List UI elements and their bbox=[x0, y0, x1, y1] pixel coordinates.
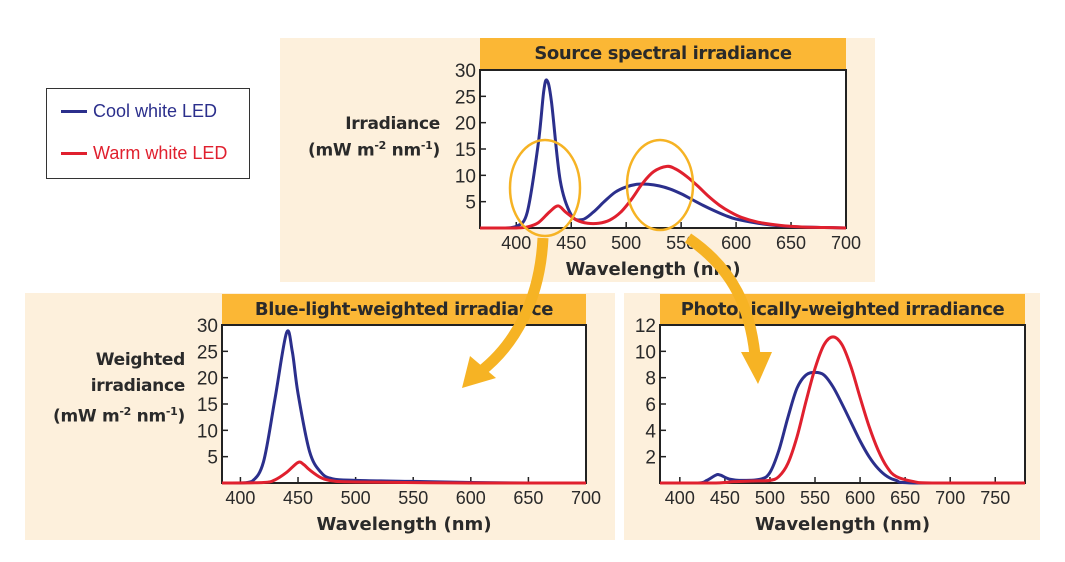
y-tick-label: 25 bbox=[197, 342, 218, 363]
x-tick-label: 400 bbox=[225, 488, 255, 508]
plot-area bbox=[479, 69, 847, 229]
y-tick-label: 6 bbox=[645, 395, 656, 416]
series-line-warm bbox=[659, 335, 1025, 485]
unit-sup-b: -1 bbox=[165, 405, 178, 418]
series-line-warm bbox=[480, 164, 847, 230]
x-tick-label: 500 bbox=[611, 233, 641, 253]
y-tick-label: 8 bbox=[645, 369, 656, 390]
y-tick-label: 5 bbox=[465, 193, 476, 214]
x-tick-label: 600 bbox=[721, 233, 751, 253]
x-tick-label: 650 bbox=[513, 488, 543, 508]
y-tick-label: 10 bbox=[455, 166, 476, 187]
unit-sup-b: -1 bbox=[420, 139, 433, 152]
x-axis-label: Wavelength (nm) bbox=[755, 514, 930, 535]
unit-c: ) bbox=[177, 406, 186, 427]
y-tick-label: 15 bbox=[197, 395, 218, 416]
plot-area bbox=[221, 324, 587, 484]
y-tick-label: 12 bbox=[635, 316, 656, 337]
legend-item-warm: Warm white LED bbox=[61, 143, 227, 164]
y-tick-label: 15 bbox=[455, 140, 476, 161]
y-tick-label: 10 bbox=[197, 421, 218, 442]
chart-title-photopic: Photopically-weighted irradiance bbox=[660, 294, 1025, 325]
y-tick-label: 30 bbox=[197, 316, 218, 337]
unit-a: (mW m bbox=[308, 140, 375, 161]
arrow-to-photopic bbox=[684, 233, 761, 356]
x-tick-label: 450 bbox=[556, 233, 586, 253]
x-tick-label: 700 bbox=[571, 488, 601, 508]
unit-b: nm bbox=[131, 406, 167, 427]
y-tick-label: 2 bbox=[645, 448, 656, 469]
chart-2: 400 450 500 550 600 650 700 750 2 4 6 8 10 12 Waveleng… bbox=[635, 316, 1026, 535]
y-label-line1: Weighted bbox=[95, 350, 186, 370]
y-tick-label: 20 bbox=[455, 114, 476, 135]
x-tick-label: 650 bbox=[890, 488, 920, 508]
y-label-line1: Irradiance bbox=[345, 114, 440, 134]
unit-sup-a: -2 bbox=[374, 139, 387, 152]
x-tick-label: 700 bbox=[935, 488, 965, 508]
y-tick-label: 10 bbox=[635, 342, 656, 363]
legend: Cool white LED Warm white LED bbox=[46, 88, 250, 179]
y-tick-label: 5 bbox=[207, 448, 218, 469]
unit-a: (mW m bbox=[53, 406, 120, 427]
x-tick-label: 600 bbox=[456, 488, 486, 508]
chart-title-source: Source spectral irradiance bbox=[480, 38, 846, 70]
x-tick-label: 450 bbox=[283, 488, 313, 508]
y-tick-label: 25 bbox=[455, 87, 476, 108]
x-tick-label: 400 bbox=[501, 233, 531, 253]
legend-item-cool: Cool white LED bbox=[61, 101, 217, 122]
y-tick-label: 30 bbox=[455, 61, 476, 82]
y-label-unit: (mW m-2 nm-1) bbox=[280, 135, 440, 162]
x-axis-label: Wavelength (nm) bbox=[316, 514, 491, 535]
unit-sup-a: -2 bbox=[119, 405, 132, 418]
arrowhead-photopic bbox=[741, 352, 772, 384]
legend-label-cool: Cool white LED bbox=[93, 101, 218, 121]
legend-swatch-cool bbox=[61, 110, 87, 113]
series-line-warm bbox=[221, 460, 586, 485]
x-tick-label: 500 bbox=[341, 488, 371, 508]
x-axis-label: Wavelength (nm) bbox=[565, 259, 740, 280]
y-axis-label-source: Irradiance (mW m-2 nm-1) bbox=[280, 113, 440, 162]
x-tick-label: 600 bbox=[845, 488, 875, 508]
x-tick-label: 750 bbox=[980, 488, 1010, 508]
y-label-line2: irradiance bbox=[90, 376, 186, 396]
unit-c: ) bbox=[432, 140, 441, 161]
series-line-cool bbox=[480, 78, 847, 230]
arrowhead-blue-weighted bbox=[462, 356, 496, 388]
series-line-cool bbox=[659, 370, 1025, 485]
x-tick-label: 500 bbox=[755, 488, 785, 508]
x-tick-label: 450 bbox=[710, 488, 740, 508]
legend-label-warm: Warm white LED bbox=[93, 143, 228, 163]
chart-0: 400 450 500 550 600 650 70051015202530Waveleng… bbox=[455, 61, 861, 280]
y-axis-label-blue: Weighted irradiance (mW m-2 nm-1) bbox=[25, 347, 185, 430]
x-tick-label: 700 bbox=[831, 233, 861, 253]
x-tick-label: 400 bbox=[665, 488, 695, 508]
highlight-ellipse-green-peak bbox=[625, 138, 695, 232]
legend-swatch-warm bbox=[61, 152, 87, 155]
y-tick-label: 4 bbox=[645, 421, 656, 442]
arrow-to-blue-weighted bbox=[476, 237, 549, 377]
y-tick-label: 20 bbox=[197, 369, 218, 390]
x-tick-label: 550 bbox=[398, 488, 428, 508]
y-label-unit: (mW m-2 nm-1) bbox=[25, 399, 185, 430]
unit-b: nm bbox=[386, 140, 422, 161]
x-tick-label: 550 bbox=[800, 488, 830, 508]
chart-1: 400 450 500 550 600 650 700 5 10 15 20 25 30 Waveleng… bbox=[197, 316, 601, 535]
x-tick-label: 650 bbox=[776, 233, 806, 253]
highlight-ellipse-blue-peak bbox=[508, 138, 582, 238]
